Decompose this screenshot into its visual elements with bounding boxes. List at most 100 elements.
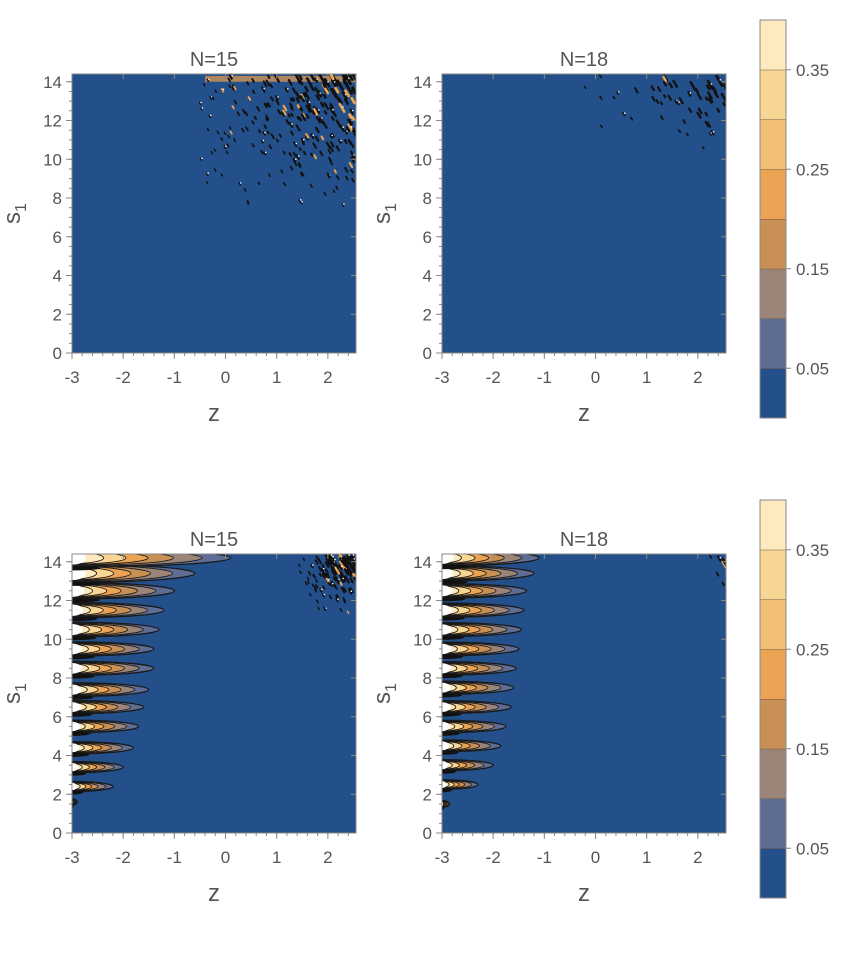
x-tick-label: -2 <box>486 848 501 867</box>
plot-content <box>442 554 726 811</box>
speckle-mark <box>311 583 315 588</box>
speckle-mark <box>268 144 273 150</box>
speckle-mark <box>327 581 331 586</box>
contour-finger <box>442 739 502 755</box>
y-tick-label: 8 <box>53 189 62 208</box>
speckle-mark <box>247 96 252 101</box>
speckle-mark <box>351 557 356 563</box>
speckle-mark <box>304 91 310 100</box>
contour-dark-band <box>442 712 462 717</box>
speckle-mark <box>246 81 250 86</box>
speckle-highlight <box>308 101 311 104</box>
speckle-mark <box>651 95 656 102</box>
speckle-mark <box>246 199 250 204</box>
speckle-mark <box>323 191 327 196</box>
contour-core <box>442 780 447 789</box>
speckle-mark <box>299 570 302 574</box>
speckle-mark <box>304 581 308 586</box>
speckle-mark <box>313 585 317 591</box>
speckle-mark <box>319 588 323 593</box>
y-tick-label: 4 <box>53 267 62 286</box>
speckle-highlight <box>332 108 334 111</box>
speckle-mark <box>322 585 326 590</box>
speckle-mark <box>334 86 340 94</box>
speckle-highlight <box>331 134 334 137</box>
speckle-mark <box>278 133 282 138</box>
x-tick-label: 1 <box>272 368 281 387</box>
contour-finger <box>442 699 512 717</box>
contour-finger <box>442 641 520 660</box>
speckle-highlight <box>328 578 330 581</box>
speckle-mark <box>329 582 334 588</box>
speckle-highlight <box>678 101 680 103</box>
speckle-mark <box>687 91 692 97</box>
contour-dark-band <box>442 769 457 774</box>
speckle-highlight <box>320 588 323 591</box>
speckle-mark <box>706 84 711 91</box>
contour-finger <box>72 760 124 776</box>
speckle-mark <box>321 564 325 568</box>
speckle-highlight <box>200 101 202 104</box>
speckle-mark <box>270 96 274 102</box>
x-tick-label: 2 <box>693 368 702 387</box>
speckle-highlight <box>207 172 209 174</box>
contour-core <box>442 604 452 616</box>
contour-dark-band <box>442 564 470 570</box>
colorbar-level-8 <box>760 500 786 550</box>
speckle-mark <box>287 78 293 87</box>
contour-dark-band <box>72 790 84 795</box>
speckle-mark <box>343 138 348 144</box>
speckle-mark <box>616 90 620 95</box>
y-axis-label-subscript: 1 <box>13 203 30 212</box>
speckle-mark <box>335 96 341 102</box>
speckle-mark <box>315 107 321 114</box>
contour-finger <box>72 699 145 717</box>
speckle-mark <box>265 117 269 122</box>
speckle-mark <box>305 104 312 114</box>
x-axis-label: z <box>208 400 220 427</box>
speckle-mark <box>308 82 315 92</box>
speckle-mark <box>338 102 346 113</box>
colorbar-frame <box>759 19 787 419</box>
speckle-mark <box>709 554 713 559</box>
x-tick-label: 0 <box>221 848 230 867</box>
contour-core <box>72 554 86 565</box>
speckle-mark <box>296 115 300 121</box>
speckle-mark <box>696 92 703 101</box>
speckle-mark <box>313 154 318 160</box>
speckle-mark <box>345 557 352 566</box>
colorbar-level-6 <box>760 599 786 650</box>
contour-dark-band <box>442 805 445 811</box>
speckle-mark <box>280 169 284 174</box>
speckle-mark <box>229 130 233 135</box>
contour-dark-band <box>72 752 90 757</box>
speckle-mark <box>339 581 343 586</box>
speckle-mark <box>228 84 232 88</box>
speckle-mark <box>599 124 603 129</box>
speckle-mark <box>265 102 269 107</box>
colorbar-tick-label: 0.05 <box>796 839 829 858</box>
speckle-mark <box>226 143 230 148</box>
speckle-mark <box>689 81 697 91</box>
speckle-mark <box>298 563 301 568</box>
contour-dark-band <box>72 581 100 586</box>
contour-core <box>72 662 82 674</box>
y-tick-label: 8 <box>423 189 432 208</box>
speckle-mark <box>350 96 356 105</box>
speckle-mark <box>321 120 328 129</box>
speckle-mark <box>251 143 255 148</box>
speckle-mark <box>342 78 349 86</box>
x-axis-label: z <box>208 880 220 907</box>
contour-core <box>72 624 83 636</box>
speckle-mark <box>335 597 339 603</box>
y-axis-label-main: s <box>0 692 26 704</box>
contour-core <box>442 721 450 732</box>
speckle-mark <box>220 87 225 93</box>
colorbar-level-4 <box>760 699 786 749</box>
speckle-mark <box>612 95 616 100</box>
speckle-mark <box>341 574 346 580</box>
speckle-mark <box>268 173 272 178</box>
y-axis-label-subscript: 1 <box>383 683 400 692</box>
speckle-mark <box>327 149 332 155</box>
